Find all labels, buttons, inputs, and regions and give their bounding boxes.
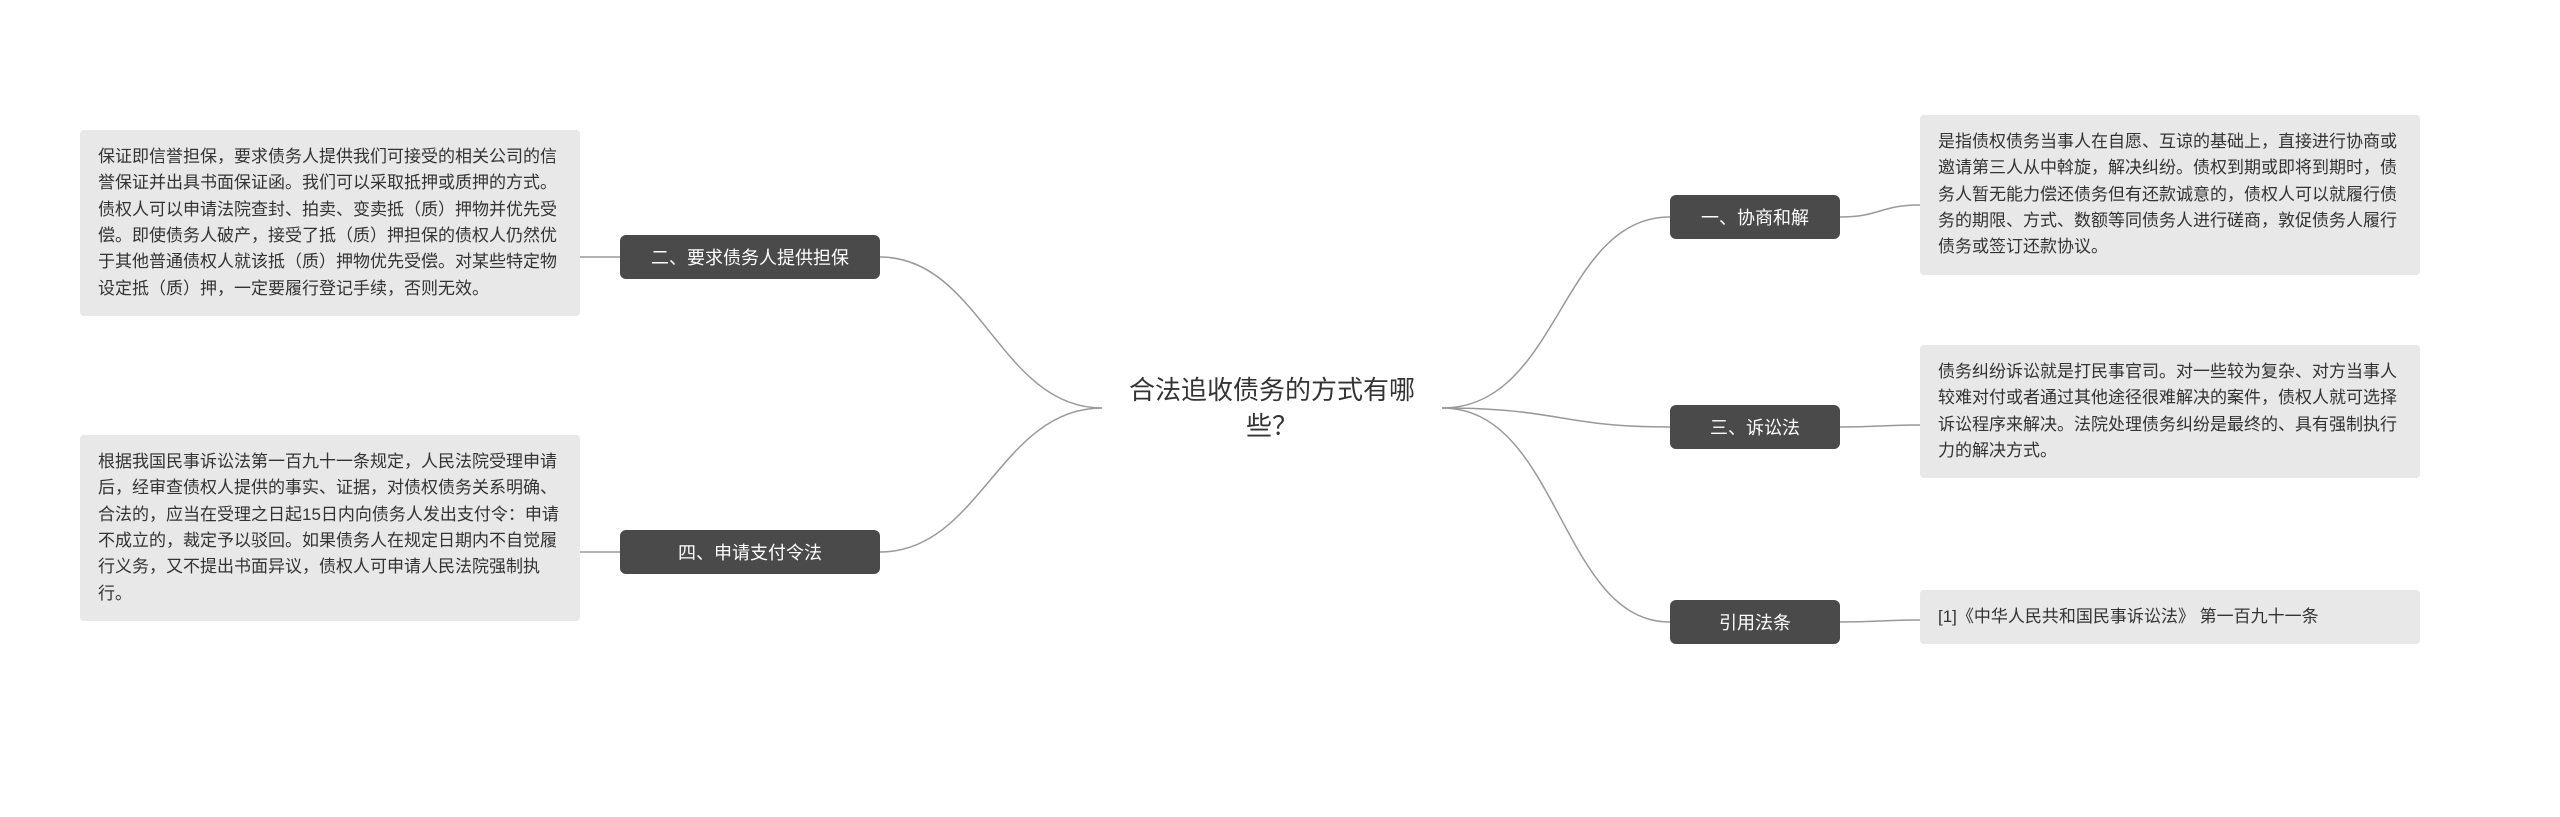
item3-label-text: 三、诉讼法 xyxy=(1710,414,1800,440)
item1-desc-text: 是指债权债务当事人在自愿、互谅的基础上，直接进行协商或邀请第三人从中斡旋，解决纠… xyxy=(1938,132,2397,256)
item4-label-text: 四、申请支付令法 xyxy=(678,539,822,565)
item3-desc-text: 债务纠纷诉讼就是打民事官司。对一些较为复杂、对方当事人较难对付或者通过其他途径很… xyxy=(1938,362,2397,460)
item5-label-text: 引用法条 xyxy=(1719,609,1791,635)
node-item1-desc: 是指债权债务当事人在自愿、互谅的基础上，直接进行协商或邀请第三人从中斡旋，解决纠… xyxy=(1920,115,2420,275)
node-item5-desc: [1]《中华人民共和国民事诉讼法》 第一百九十一条 xyxy=(1920,590,2420,644)
item2-label-text: 二、要求债务人提供担保 xyxy=(651,244,849,270)
center-topic: 合法追收债务的方式有哪 些？ xyxy=(1102,372,1442,445)
node-item4-label: 四、申请支付令法 xyxy=(620,530,880,574)
item4-desc-text: 根据我国民事诉讼法第一百九十一条规定，人民法院受理申请后，经审查债权人提供的事实… xyxy=(98,452,559,603)
node-item2-label: 二、要求债务人提供担保 xyxy=(620,235,880,279)
center-title-line2: 些？ xyxy=(1246,411,1298,441)
node-item3-desc: 债务纠纷诉讼就是打民事官司。对一些较为复杂、对方当事人较难对付或者通过其他途径很… xyxy=(1920,345,2420,478)
node-item3-label: 三、诉讼法 xyxy=(1670,405,1840,449)
center-title-line1: 合法追收债务的方式有哪 xyxy=(1129,375,1415,405)
item2-desc-text: 保证即信誉担保，要求债务人提供我们可接受的相关公司的信誉保证并出具书面保证函。我… xyxy=(98,147,557,298)
node-item4-desc: 根据我国民事诉讼法第一百九十一条规定，人民法院受理申请后，经审查债权人提供的事实… xyxy=(80,435,580,621)
item1-label-text: 一、协商和解 xyxy=(1701,204,1809,230)
node-item1-label: 一、协商和解 xyxy=(1670,195,1840,239)
node-item5-label: 引用法条 xyxy=(1670,600,1840,644)
node-item2-desc: 保证即信誉担保，要求债务人提供我们可接受的相关公司的信誉保证并出具书面保证函。我… xyxy=(80,130,580,316)
item5-desc-text: [1]《中华人民共和国民事诉讼法》 第一百九十一条 xyxy=(1938,607,2319,626)
